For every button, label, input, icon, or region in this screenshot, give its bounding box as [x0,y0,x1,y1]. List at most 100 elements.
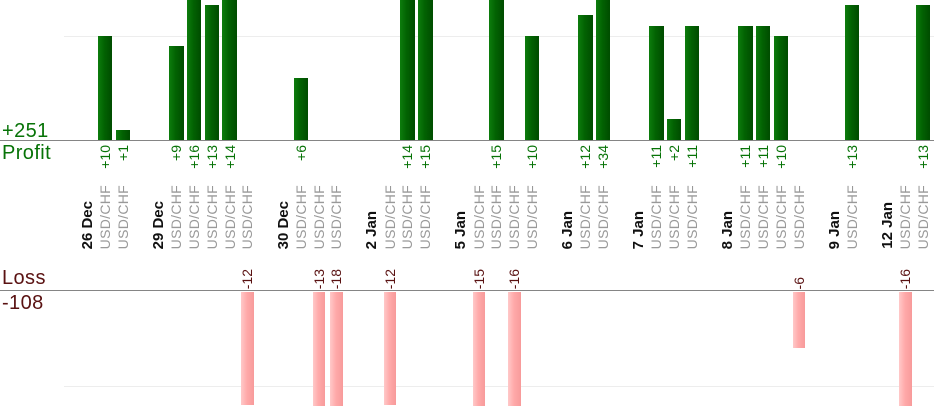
date-label: 6 Jan [559,210,576,249]
loss-bar [792,292,806,349]
trade-value-label: -15 [470,268,487,289]
instrument-label: USD/CHF [683,184,700,249]
trade-value-label: +14 [221,145,238,169]
date-label: 30 Dec [274,200,292,249]
instrument-label: USD/CHF [292,184,309,249]
instrument-label: USD/CHF [203,184,220,249]
loss-bar [472,292,486,406]
loss-bar [241,292,254,405]
instrument-label: USD/CHF [115,184,131,249]
profit-bar [578,15,593,140]
instrument-label: USD/CHF [523,184,540,249]
trade-value-label: +10 [97,145,114,169]
date-label: 9 Jan [825,210,843,249]
profit-bar [418,0,433,140]
loss-bar [899,292,912,406]
instrument-label: USD/CHF [399,184,416,249]
trade-value-label: -6 [790,276,807,289]
instrument-label: USD/CHF [239,184,256,249]
loss-axis-line [0,290,934,292]
trade-value-label: +14 [399,145,416,169]
date-label: 5 Jan [452,210,470,249]
trade-value-label: +16 [186,145,203,169]
trade-value-label: +9 [168,145,185,161]
trade-value-label: +13 [843,145,860,169]
instrument-label: USD/CHF [772,184,789,249]
profit-bar [400,0,415,140]
profit-bar [844,4,860,140]
trade-value-label: +6 [292,145,309,161]
trade-value-label: +11 [648,145,665,168]
trade-value-label: +13 [915,145,932,169]
profit-bar [204,4,220,140]
profit-bar [115,129,131,140]
trade-value-label: +1 [115,145,131,161]
instrument-label: USD/CHF [381,184,398,249]
date-label: 8 Jan [719,210,737,249]
profit-axis-line [0,140,934,142]
instrument-label: USD/CHF [737,184,754,249]
trade-value-label: -12 [239,268,256,289]
trade-value-label: +10 [523,145,540,169]
profit-bar [738,25,753,140]
instrument-label: USD/CHF [843,184,860,249]
loss-bar [330,292,343,406]
profit-bar [649,25,664,140]
instrument-label: USD/CHF [221,184,238,249]
profit-bar [222,0,237,140]
profit-bar [595,0,611,140]
loss-axis-label: Loss [2,267,46,289]
date-label: 26 Dec [78,200,96,249]
trade-value-label: -16 [897,268,914,289]
trade-value-label: -18 [328,268,345,289]
instrument-label: USD/CHF [577,184,594,249]
instrument-label: USD/CHF [470,184,487,249]
date-label: 29 Dec [150,200,168,249]
trade-value-label: +12 [577,145,594,169]
profit-bar [684,25,700,140]
profit-axis-label: Profit [2,142,52,164]
profit-bars-area [0,0,934,140]
instrument-label: USD/CHF [310,184,327,249]
instrument-label: USD/CHF [328,184,345,249]
date-label: 2 Jan [363,210,381,249]
profit-bar [169,46,184,140]
trade-value-label: +11 [755,145,772,168]
date-label: 7 Jan [630,210,648,249]
loss-bars-area [0,292,934,406]
trade-value-label: -16 [506,268,523,289]
instrument-label: USD/CHF [897,184,914,249]
loss-total-label: -108 [2,292,44,314]
instrument-label: USD/CHF [915,184,932,249]
instrument-label: USD/CHF [595,184,612,249]
profit-bar [524,36,540,140]
instrument-label: USD/CHF [488,184,505,249]
trade-value-label: +2 [666,145,683,161]
trade-value-label: -13 [310,268,327,289]
trade-value-label: +10 [772,145,789,169]
trade-value-label: +34 [595,145,612,169]
instrument-label: USD/CHF [168,184,185,249]
date-label: 12 Jan [879,202,897,249]
instrument-label: USD/CHF [790,184,807,249]
profit-bar [186,0,202,140]
loss-bar [508,292,521,406]
trade-value-label: +11 [683,145,700,168]
instrument-label: USD/CHF [506,184,523,249]
instrument-label: USD/CHF [648,184,665,249]
instrument-label: USD/CHF [97,184,114,249]
trade-value-label: +15 [488,145,505,169]
profit-bar [915,4,931,140]
profit-bar [773,36,789,140]
instrument-label: USD/CHF [755,184,772,249]
loss-bar [383,292,397,405]
profit-bar [666,119,682,140]
loss-gridline [64,386,934,387]
instrument-label: USD/CHF [666,184,683,249]
loss-bar [312,292,326,406]
profit-bar [755,25,771,140]
trade-value-label: +11 [737,145,754,168]
profit-bar [293,77,309,140]
instrument-label: USD/CHF [186,184,203,249]
